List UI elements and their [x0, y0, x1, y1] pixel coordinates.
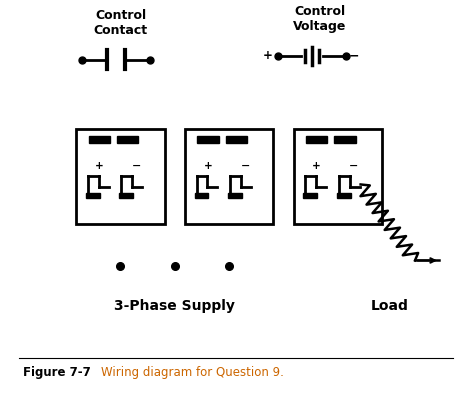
Bar	[119, 194, 133, 198]
Bar	[117, 136, 138, 143]
Text: 3-Phase Supply: 3-Phase Supply	[114, 298, 235, 313]
Text: +: +	[203, 161, 212, 171]
Bar	[185, 130, 273, 225]
Text: Figure 7-7: Figure 7-7	[23, 365, 91, 378]
Bar	[76, 130, 165, 225]
Bar	[86, 194, 100, 198]
Bar	[226, 136, 247, 143]
Text: Control
Voltage: Control Voltage	[293, 5, 346, 33]
Bar	[303, 194, 317, 198]
Bar	[228, 194, 242, 198]
Bar	[194, 194, 209, 198]
Text: −: −	[349, 161, 359, 171]
Bar	[197, 136, 219, 143]
Text: −: −	[240, 161, 250, 171]
Text: Load: Load	[371, 298, 409, 313]
Text: +: +	[312, 161, 321, 171]
Text: −: −	[132, 161, 141, 171]
Bar	[335, 136, 355, 143]
Bar	[306, 136, 328, 143]
Text: +: +	[263, 49, 273, 62]
Bar	[337, 194, 351, 198]
Text: Wiring diagram for Question 9.: Wiring diagram for Question 9.	[86, 365, 284, 378]
Text: Control
Contact: Control Contact	[93, 9, 148, 37]
Text: +: +	[95, 161, 104, 171]
Bar	[294, 130, 382, 225]
Text: −: −	[348, 49, 359, 62]
Bar	[89, 136, 110, 143]
